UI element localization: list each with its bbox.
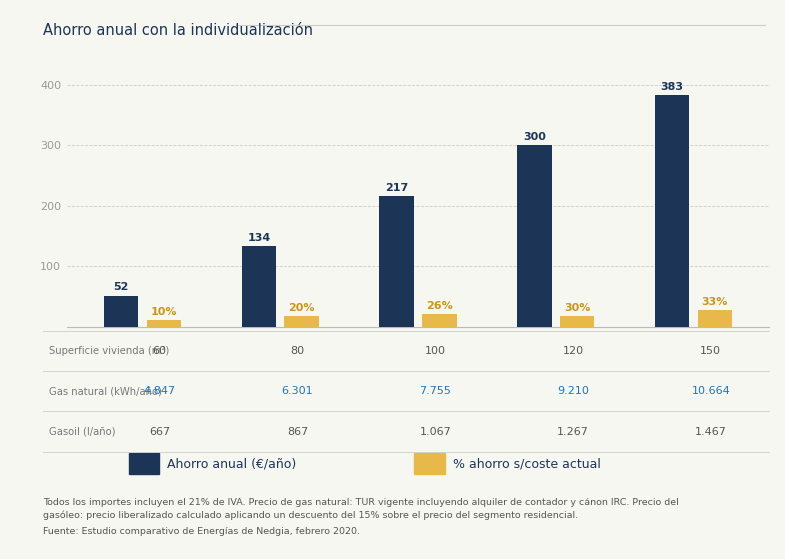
Text: 150: 150 (700, 346, 721, 356)
Text: 383: 383 (661, 82, 684, 92)
Text: 52: 52 (114, 282, 129, 292)
Bar (129, 453, 159, 475)
Text: 134: 134 (247, 233, 271, 243)
Text: Gasoil (l/año): Gasoil (l/año) (49, 427, 115, 437)
Text: 867: 867 (287, 427, 308, 437)
Text: 100: 100 (425, 346, 446, 356)
Bar (242, 246, 276, 327)
Text: 120: 120 (562, 346, 583, 356)
Text: 667: 667 (149, 427, 170, 437)
Text: 300: 300 (523, 132, 546, 143)
Bar (284, 316, 319, 327)
Text: 33%: 33% (702, 297, 728, 307)
Text: 30%: 30% (564, 303, 590, 313)
Bar (422, 314, 457, 327)
Text: Todos los importes incluyen el 21% de IVA. Precio de gas natural: TUR vigente in: Todos los importes incluyen el 21% de IV… (43, 498, 679, 508)
Text: 1.267: 1.267 (557, 427, 589, 437)
Text: 1.467: 1.467 (695, 427, 727, 437)
Bar (104, 296, 138, 327)
Bar (698, 310, 732, 327)
Text: 80: 80 (290, 346, 305, 356)
Text: 26%: 26% (426, 301, 453, 311)
Text: gasóleo: precio liberalizado calculado aplicando un descuento del 15% sobre el p: gasóleo: precio liberalizado calculado a… (43, 510, 579, 520)
Bar (517, 145, 552, 327)
Text: 4.847: 4.847 (144, 386, 176, 396)
Text: Fuente: Estudio comparativo de Energías de Nedgia, febrero 2020.: Fuente: Estudio comparativo de Energías … (43, 527, 360, 537)
Text: 20%: 20% (288, 303, 315, 313)
Text: 60: 60 (153, 346, 166, 356)
Text: % ahorro s/coste actual: % ahorro s/coste actual (453, 457, 601, 470)
Bar (655, 95, 689, 327)
Text: 10.664: 10.664 (692, 386, 730, 396)
Text: Superficie vivienda (m²): Superficie vivienda (m²) (49, 346, 169, 356)
Text: 6.301: 6.301 (282, 386, 313, 396)
Bar (414, 453, 444, 475)
Bar (147, 320, 181, 327)
Text: Ahorro anual (€/año): Ahorro anual (€/año) (167, 457, 297, 470)
Bar (560, 316, 594, 327)
Text: 9.210: 9.210 (557, 386, 589, 396)
Text: Ahorro anual con la individualización: Ahorro anual con la individualización (43, 23, 313, 39)
Text: Gas natural (kWh/año): Gas natural (kWh/año) (49, 386, 162, 396)
Text: 10%: 10% (151, 307, 177, 317)
Text: 1.067: 1.067 (419, 427, 451, 437)
Text: 7.755: 7.755 (419, 386, 451, 396)
Bar (379, 196, 414, 327)
Text: 217: 217 (385, 183, 408, 192)
